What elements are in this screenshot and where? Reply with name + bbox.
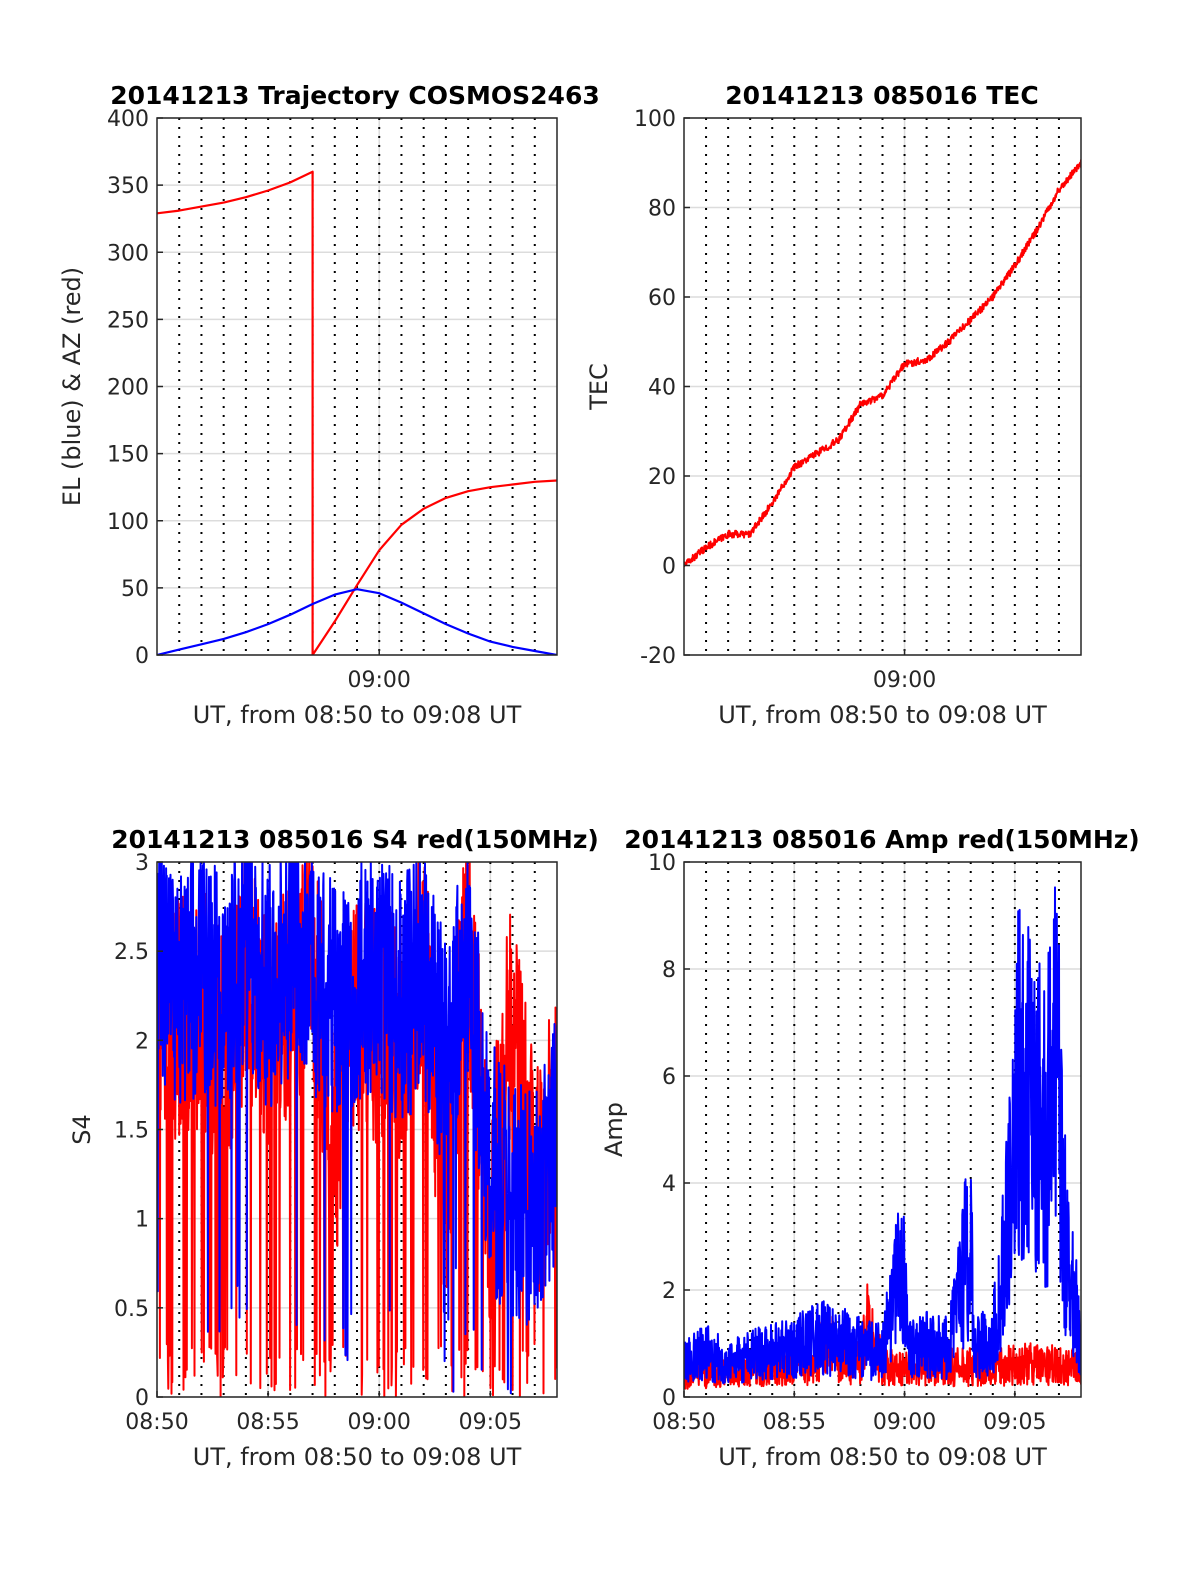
y-tick-label: 80 <box>648 197 676 222</box>
chart-panel-1: 0 50 100 150 200 250 300 350 400 09:00 20141213 Tr… <box>58 81 600 729</box>
y-tick-label: 2 <box>135 1029 149 1054</box>
axes-box <box>683 861 1082 1398</box>
y-tick-label: 0.5 <box>114 1297 149 1322</box>
series-line-2 <box>684 886 1081 1385</box>
chart-title: 20141213 Trajectory COSMOS2463 <box>110 81 600 110</box>
x-tick-label: 09:05 <box>459 1410 522 1435</box>
y-tick-label: 250 <box>107 308 149 333</box>
y-tick-label: 0 <box>662 1386 676 1411</box>
y-tick-label: 2 <box>662 1279 676 1304</box>
x-tick-label: 09:00 <box>348 668 411 693</box>
y-tick-label: 40 <box>648 376 676 401</box>
x-tick-label: 08:55 <box>236 1410 299 1435</box>
y-tick-label: 350 <box>107 174 149 199</box>
x-axis-label: UT, from 08:50 to 09:08 UT <box>193 701 522 729</box>
y-tick-label: 0 <box>135 1386 149 1411</box>
y-axis-label: EL (blue) & AZ (red) <box>58 267 86 506</box>
y-tick-label: 6 <box>662 1065 676 1090</box>
y-axis-label: S4 <box>68 1114 96 1145</box>
x-tick-label: 09:00 <box>348 1410 411 1435</box>
y-tick-label: 0 <box>135 644 149 669</box>
chart-panel-4: 0 2 4 6 8 10 08:50 08:55 09:00 09:05 20141213 0850… <box>600 825 1140 1471</box>
y-tick-label: 1 <box>135 1208 149 1233</box>
chart-panel-3: 0 0.5 1 1.5 2 2.5 3 08:50 08:55 09:00 09:05 2014121… <box>68 825 599 1471</box>
y-tick-label: 1.5 <box>114 1119 149 1144</box>
y-tick-label: 60 <box>648 286 676 311</box>
chart-title: 20141213 085016 S4 red(150MHz) <box>111 825 599 854</box>
x-tick-label: 08:55 <box>763 1410 826 1435</box>
series-line-1 <box>157 170 557 655</box>
y-axis-label: Amp <box>600 1102 628 1157</box>
y-tick-label: 4 <box>662 1172 676 1197</box>
x-axis-label: UT, from 08:50 to 09:08 UT <box>718 1443 1047 1471</box>
y-tick-label: -20 <box>640 644 676 669</box>
x-axis-label: UT, from 08:50 to 09:08 UT <box>193 1443 522 1471</box>
series-line-1 <box>157 862 557 1397</box>
series-line-1 <box>684 159 1081 568</box>
x-tick-label: 09:00 <box>873 668 936 693</box>
y-tick-label: 300 <box>107 241 149 266</box>
y-tick-label: 150 <box>107 443 149 468</box>
y-tick-label: 8 <box>662 958 676 983</box>
y-tick-label: 100 <box>107 510 149 535</box>
chart-title: 20141213 085016 TEC <box>725 81 1038 110</box>
series-line-2 <box>157 588 557 655</box>
y-tick-label: 50 <box>121 577 149 602</box>
y-tick-label: 100 <box>634 107 676 132</box>
y-tick-label: 400 <box>107 107 149 132</box>
x-tick-label: 09:00 <box>873 1410 936 1435</box>
x-tick-label: 08:50 <box>652 1410 715 1435</box>
y-tick-label: 2.5 <box>114 940 149 965</box>
y-axis-label: TEC <box>585 363 613 411</box>
y-tick-label: 0 <box>662 555 676 580</box>
y-tick-label: 20 <box>648 465 676 490</box>
y-tick-label: 10 <box>648 851 676 876</box>
y-tick-label: 200 <box>107 376 149 401</box>
chart-panel-2: -20 0 20 40 60 80 100 09:00 20141213 085016 TEC U… <box>585 81 1082 729</box>
y-tick-label: 3 <box>135 851 149 876</box>
x-tick-label: 08:50 <box>125 1410 188 1435</box>
chart-title: 20141213 085016 Amp red(150MHz) <box>624 825 1140 854</box>
x-tick-label: 09:05 <box>983 1410 1046 1435</box>
series-line-2 <box>157 862 557 1395</box>
x-axis-label: UT, from 08:50 to 09:08 UT <box>718 701 1047 729</box>
